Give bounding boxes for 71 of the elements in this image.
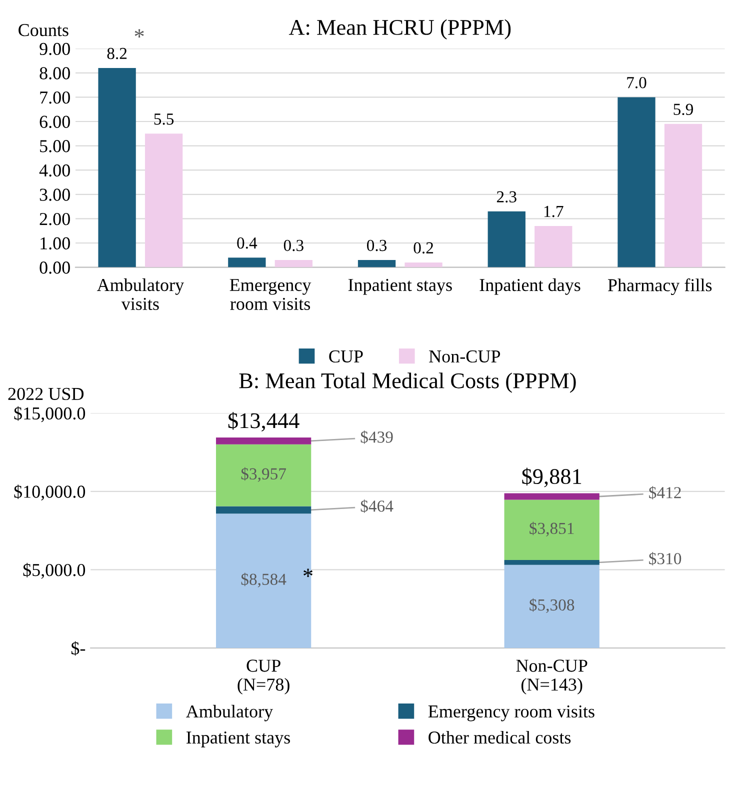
data-label: $464	[360, 500, 394, 513]
bar	[358, 260, 396, 268]
bar	[98, 68, 136, 268]
bar	[404, 262, 442, 268]
bar	[488, 211, 526, 268]
data-label: $412	[649, 486, 681, 500]
data-label: 2.3	[496, 191, 516, 203]
bar	[228, 258, 266, 268]
y-tick-label: $15,000.0	[14, 406, 86, 422]
data-label: $439	[360, 430, 393, 444]
x-tick-label: CUP (N=78)	[238, 660, 290, 694]
bar	[504, 500, 600, 560]
data-label: $8,584	[241, 572, 286, 588]
data-label: $310	[649, 552, 682, 566]
total-label: $13,444	[228, 412, 300, 432]
legend-label: CUP	[329, 350, 363, 363]
total-label: $9,881	[522, 468, 582, 488]
x-tick-label: Emergency room visits	[230, 279, 312, 310]
bar	[144, 134, 183, 268]
x-tick-label: Inpatient stays	[348, 278, 452, 295]
legend-label: Other medical costs	[428, 730, 571, 744]
legend-label: Ambulatory	[186, 704, 274, 722]
bar	[216, 506, 312, 514]
bar	[664, 124, 702, 268]
legend-label: Non-CUP	[429, 350, 500, 363]
y-axis-title: Counts	[18, 24, 68, 36]
data-label: $3,957	[241, 467, 286, 482]
chart-title: B: Mean Total Medical Costs (PPPM)	[239, 372, 576, 393]
data-label: 1.7	[544, 206, 564, 218]
data-label: 5.5	[154, 114, 174, 125]
y-tick-label: $5,000.0	[23, 562, 86, 579]
y-tick-label: 0.00	[40, 262, 70, 274]
chart-title: A: Mean HCRU (PPPM)	[288, 19, 511, 40]
data-label: 0.4	[237, 237, 258, 249]
bar	[618, 97, 656, 268]
y-tick-label: $-	[71, 641, 86, 656]
data-label: 8.2	[107, 48, 127, 60]
x-tick-label: Non-CUP (N=143)	[516, 660, 588, 694]
y-tick-label: 9.00	[40, 42, 70, 56]
data-label: 0.2	[414, 242, 434, 254]
annotation: *	[304, 568, 312, 577]
y-tick-label: 4.00	[39, 164, 70, 177]
x-tick-label: Pharmacy fills	[608, 278, 712, 296]
bar	[504, 493, 600, 500]
legend-label: Emergency room visits	[428, 705, 594, 722]
bar	[534, 226, 572, 268]
data-label: $3,851	[530, 522, 574, 536]
data-label: 0.3	[284, 240, 304, 252]
y-axis-title: 2022 USD	[8, 388, 84, 400]
y-tick-label: 8.00	[40, 67, 70, 80]
annotation: *	[134, 29, 144, 38]
bar	[216, 444, 312, 506]
data-label: 7.0	[627, 77, 646, 88]
data-label: 0.3	[366, 240, 387, 252]
bar	[504, 560, 600, 565]
y-tick-label: 1.00	[40, 237, 70, 250]
y-tick-label: 5.00	[40, 140, 70, 152]
legend-label: Inpatient stays	[186, 732, 290, 748]
y-tick-label: 7.00	[40, 91, 70, 104]
data-label: $5,308	[530, 598, 574, 614]
bar	[216, 514, 312, 648]
y-tick-label: $10,000.0	[14, 484, 86, 500]
y-tick-label: 3.00	[40, 188, 70, 201]
y-tick-label: 2.00	[40, 212, 70, 226]
bar	[216, 437, 312, 444]
y-tick-label: 6.00	[40, 116, 70, 128]
data-label: 5.9	[674, 104, 693, 116]
bar	[504, 564, 600, 648]
x-tick-label: Inpatient days	[480, 278, 580, 295]
x-tick-label: Ambulatory visits	[96, 278, 184, 310]
bar	[274, 260, 312, 268]
